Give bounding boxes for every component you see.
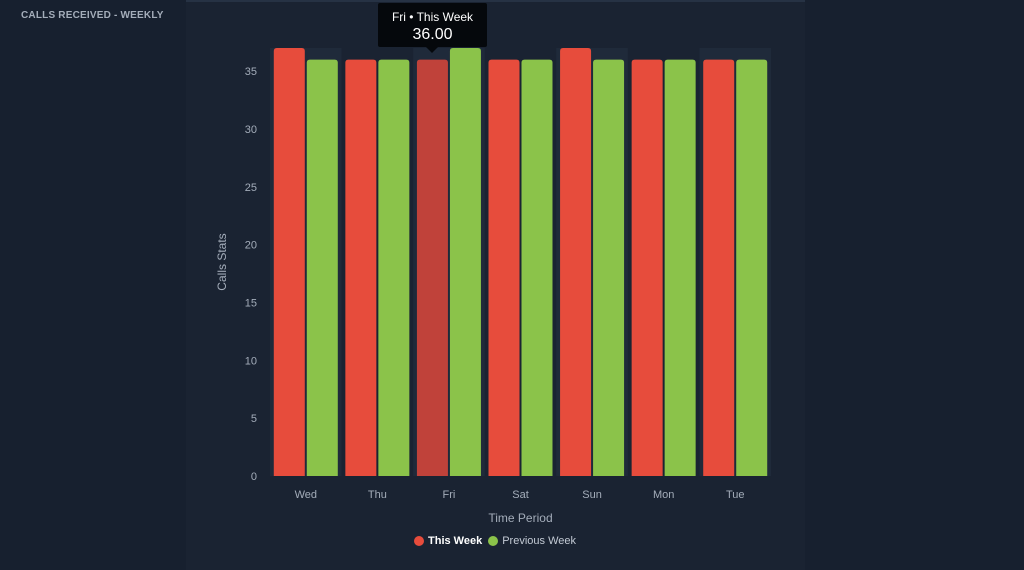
legend-item-this-week[interactable]: This Week bbox=[414, 535, 482, 547]
x-tick-label: Wed bbox=[295, 489, 317, 501]
legend-label-previous-week: Previous Week bbox=[502, 535, 576, 547]
y-tick-label: 5 bbox=[251, 413, 257, 425]
bar-this-week-mon[interactable] bbox=[631, 59, 663, 476]
y-tick-label: 35 bbox=[245, 66, 257, 78]
tooltip-value: 36.00 bbox=[412, 26, 453, 43]
bar-this-week-sun[interactable] bbox=[560, 48, 592, 476]
chart-tooltip: Fri • This Week 36.00 bbox=[378, 3, 487, 53]
bar-previous-week-wed[interactable] bbox=[306, 59, 338, 476]
x-tick-label: Thu bbox=[368, 489, 387, 501]
bar-previous-week-tue[interactable] bbox=[736, 59, 768, 476]
x-tick-label: Sun bbox=[582, 489, 602, 501]
y-tick-label: 25 bbox=[245, 182, 257, 194]
y-tick-label: 10 bbox=[245, 355, 257, 367]
legend-item-previous-week[interactable]: Previous Week bbox=[488, 535, 576, 547]
x-tick-label: Fri bbox=[443, 489, 456, 501]
bar-this-week-thu[interactable] bbox=[345, 59, 377, 476]
bar-previous-week-thu[interactable] bbox=[378, 59, 410, 476]
y-tick-label: 20 bbox=[245, 240, 257, 252]
bar-this-week-fri[interactable] bbox=[416, 59, 448, 476]
bar-this-week-sat[interactable] bbox=[488, 59, 520, 476]
bar-previous-week-mon[interactable] bbox=[664, 59, 696, 476]
bar-this-week-tue[interactable] bbox=[703, 59, 735, 476]
y-tick-label: 15 bbox=[245, 297, 257, 309]
y-tick-label: 30 bbox=[245, 124, 257, 136]
x-tick-label: Sat bbox=[512, 489, 529, 501]
y-tick-label: 0 bbox=[251, 471, 257, 483]
legend-label-this-week: This Week bbox=[428, 535, 483, 547]
x-tick-label: Mon bbox=[653, 489, 674, 501]
tooltip-label: Fri • This Week bbox=[391, 10, 474, 24]
bar-this-week-wed[interactable] bbox=[273, 48, 305, 476]
y-axis-title: Calls Stats bbox=[215, 233, 229, 290]
bar-previous-week-fri[interactable] bbox=[449, 48, 481, 476]
bar-previous-week-sun[interactable] bbox=[593, 59, 625, 476]
x-tick-label: Tue bbox=[726, 489, 745, 501]
legend-swatch-previous-week bbox=[488, 536, 499, 546]
x-axis-title: Time Period bbox=[488, 511, 552, 525]
chart-legend: This Week Previous Week bbox=[414, 535, 582, 547]
bar-previous-week-sat[interactable] bbox=[521, 59, 553, 476]
panel-title: CALLS RECEIVED - WEEKLY bbox=[21, 10, 164, 21]
legend-swatch-this-week bbox=[414, 536, 424, 546]
